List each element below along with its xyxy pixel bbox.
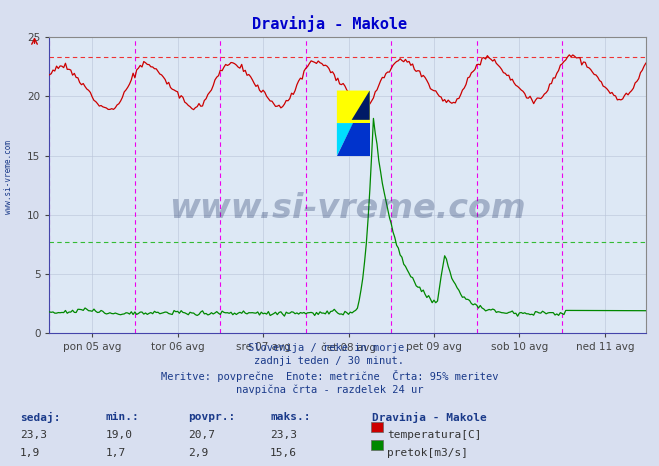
Bar <box>337 90 370 123</box>
Text: www.si-vreme.com: www.si-vreme.com <box>4 140 13 214</box>
Text: 23,3: 23,3 <box>270 430 297 440</box>
Text: pretok[m3/s]: pretok[m3/s] <box>387 448 469 458</box>
Text: Dravinja - Makole: Dravinja - Makole <box>252 15 407 32</box>
Text: Meritve: povprečne  Enote: metrične  Črta: 95% meritev: Meritve: povprečne Enote: metrične Črta:… <box>161 370 498 383</box>
Text: 23,3: 23,3 <box>20 430 47 440</box>
Text: temperatura[C]: temperatura[C] <box>387 430 482 440</box>
Text: sedaj:: sedaj: <box>20 412 60 424</box>
Text: maks.:: maks.: <box>270 412 310 422</box>
Polygon shape <box>352 90 370 120</box>
Text: Dravinja - Makole: Dravinja - Makole <box>372 412 487 424</box>
Polygon shape <box>337 123 370 156</box>
Text: Slovenija / reke in morje.: Slovenija / reke in morje. <box>248 343 411 352</box>
Text: 2,9: 2,9 <box>188 448 208 458</box>
Text: 19,0: 19,0 <box>105 430 132 440</box>
Text: www.si-vreme.com: www.si-vreme.com <box>169 192 526 226</box>
Polygon shape <box>337 90 370 123</box>
Text: 20,7: 20,7 <box>188 430 215 440</box>
Text: povpr.:: povpr.: <box>188 412 235 422</box>
Text: min.:: min.: <box>105 412 139 422</box>
Text: 1,7: 1,7 <box>105 448 126 458</box>
Text: zadnji teden / 30 minut.: zadnji teden / 30 minut. <box>254 356 405 366</box>
Polygon shape <box>337 123 353 156</box>
Text: 1,9: 1,9 <box>20 448 40 458</box>
Text: 15,6: 15,6 <box>270 448 297 458</box>
Text: navpična črta - razdelek 24 ur: navpična črta - razdelek 24 ur <box>236 384 423 395</box>
